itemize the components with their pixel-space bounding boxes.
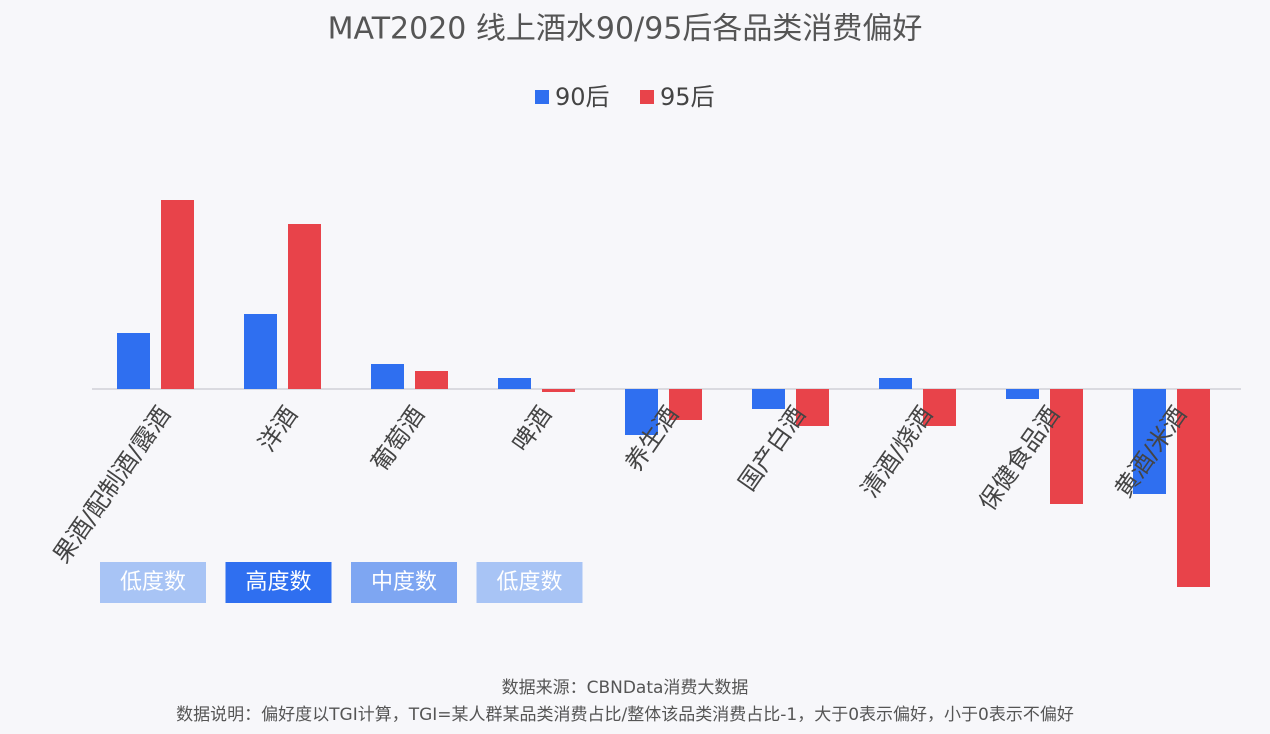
- annotation-box: [476, 562, 583, 603]
- chart-title: MAT2020 线上酒水90/95后各品类消费偏好: [328, 12, 923, 47]
- bar: [923, 389, 956, 426]
- bar: [1006, 389, 1039, 399]
- bar: [161, 200, 194, 389]
- bar: [542, 389, 575, 392]
- bar: [288, 224, 321, 389]
- x-tick-label: 果酒/配制酒/露酒: [48, 401, 177, 568]
- bar: [796, 389, 829, 426]
- x-tick-label: 国产白酒: [733, 401, 811, 496]
- annotation-label: 高度数: [245, 570, 311, 595]
- bar: [669, 389, 702, 420]
- annotation-label: 中度数: [371, 570, 437, 595]
- annotation-label: 低度数: [496, 570, 562, 595]
- bar: [371, 364, 404, 389]
- legend-label: 90后: [555, 83, 610, 111]
- x-tick-label: 清酒/烧酒: [856, 401, 939, 502]
- x-tick-label: 洋酒: [253, 401, 303, 456]
- legend-label: 95后: [660, 83, 715, 111]
- data-note: 数据说明：偏好度以TGI计算，TGI=某人群某品类消费占比/整体该品类消费占比-…: [176, 705, 1074, 725]
- bar: [415, 371, 448, 389]
- bar: [1133, 389, 1166, 494]
- bar: [1177, 389, 1210, 587]
- bar: [752, 389, 785, 409]
- bar: [625, 389, 658, 435]
- bar: [1050, 389, 1083, 504]
- legend-swatch: [535, 90, 549, 104]
- bar: [244, 314, 277, 389]
- legend-swatch: [640, 90, 654, 104]
- x-tick-label: 啤酒: [507, 401, 557, 456]
- x-tick-label: 葡萄酒: [366, 401, 430, 476]
- bar: [117, 333, 150, 389]
- annotation-box: [351, 562, 457, 603]
- bar: [879, 378, 912, 389]
- annotation-label: 低度数: [120, 570, 186, 595]
- bar: [498, 378, 531, 389]
- annotation-box: [100, 562, 206, 603]
- annotation-box: [225, 562, 332, 603]
- source-note: 数据来源：CBNData消费大数据: [502, 678, 749, 698]
